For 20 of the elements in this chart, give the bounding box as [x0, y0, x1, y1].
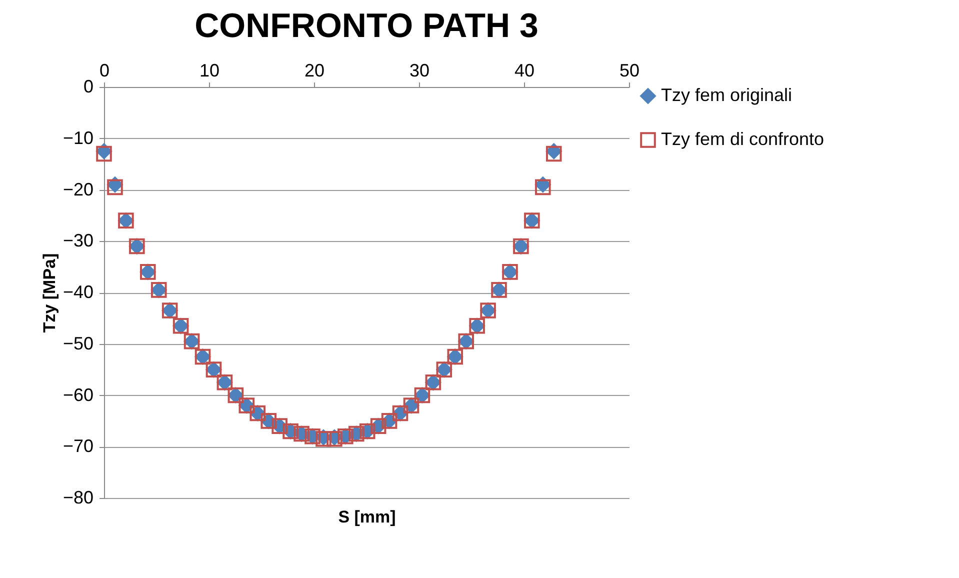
- y-tick-label: −20: [62, 179, 94, 200]
- y-tick-label: −10: [62, 128, 94, 148]
- x-tick-label: 10: [199, 60, 220, 80]
- y-tick-label: −40: [62, 282, 94, 302]
- x-tick-label: 50: [619, 60, 640, 80]
- y-tick-label: 0: [83, 76, 94, 96]
- y-tick-label: −70: [62, 436, 94, 456]
- x-axis-title: S [mm]: [338, 508, 396, 526]
- chart-title: CONFRONTO PATH 3: [194, 7, 538, 45]
- y-tick-label: −80: [62, 488, 94, 508]
- y-tick-label: −50: [62, 333, 94, 354]
- legend-label: Tzy fem originali: [661, 85, 792, 105]
- y-tick-label: −30: [62, 230, 94, 251]
- x-tick-label: 0: [99, 60, 110, 80]
- x-tick-label: 20: [304, 60, 325, 80]
- y-axis-title: Tzy [MPa]: [40, 253, 59, 333]
- x-tick-label: 40: [514, 60, 535, 80]
- legend-label: Tzy fem di confronto: [661, 129, 824, 149]
- x-tick-label: 30: [409, 60, 430, 80]
- y-tick-label: −60: [62, 384, 94, 405]
